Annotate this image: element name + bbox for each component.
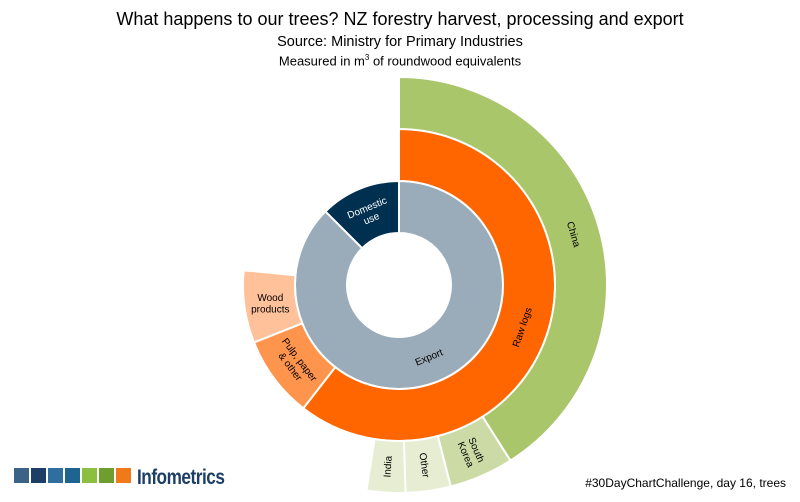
- logo-square: [65, 468, 80, 483]
- ring-outer: [365, 75, 608, 494]
- logo-square: [116, 468, 131, 483]
- logo-squares: [14, 468, 133, 488]
- chart-title: What happens to our trees? NZ forestry h…: [116, 9, 684, 29]
- ring-middle: [242, 127, 556, 442]
- infometrics-logo: Infometrics: [14, 464, 244, 492]
- logo-square: [82, 468, 97, 483]
- chart-subtitle: Source: Ministry for Primary Industries: [277, 34, 523, 50]
- segment-wood-products: [242, 269, 304, 344]
- segment-label-other: Other: [416, 452, 431, 479]
- logo-square: [48, 468, 63, 483]
- chart-measure-note: Measured in m3 of roundwood equivalents: [0, 53, 800, 68]
- logo-square: [14, 468, 29, 483]
- measure-prefix: Measured in m: [278, 53, 365, 69]
- logo-square: [31, 468, 46, 483]
- logo-wordmark: Infometrics: [137, 466, 225, 489]
- segment-label-wood-products: Wood products: [251, 293, 289, 316]
- segment-label-india: India: [382, 455, 394, 478]
- measure-sup: 3: [364, 53, 370, 62]
- segment-china: [398, 75, 608, 463]
- ring-inner: [294, 179, 504, 390]
- segment-india: [365, 437, 407, 494]
- logo-square: [99, 468, 114, 483]
- footnote: #30DayChartChallenge, day 16, trees: [585, 476, 786, 490]
- measure-suffix: of roundwood equivalents: [369, 53, 522, 69]
